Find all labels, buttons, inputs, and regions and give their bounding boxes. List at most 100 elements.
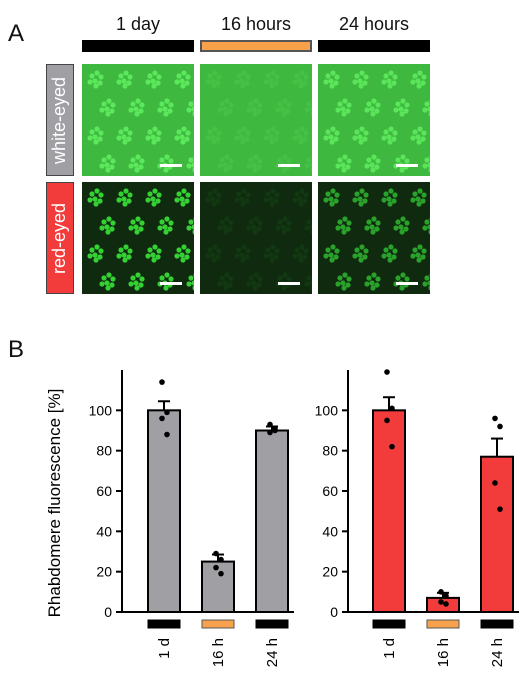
- rhabdomere-spot: [359, 188, 365, 194]
- rhabdomere-spot: [207, 73, 213, 79]
- rhabdomere-spot: [387, 139, 393, 145]
- rhabdomere-spot: [428, 285, 430, 291]
- rhabdomere-spot: [277, 219, 283, 225]
- rhabdomere-spot: [248, 101, 254, 107]
- rhabdomere-spot: [412, 129, 418, 135]
- rhabdomere-spot: [280, 224, 286, 230]
- rhabdomere-spot: [302, 80, 308, 86]
- rhabdomere-spot: [399, 167, 405, 173]
- rhabdomere-spot: [211, 83, 217, 89]
- rhabdomere-spot: [416, 139, 422, 145]
- y-tick-label: 0: [330, 604, 338, 620]
- rhabdomere-spot: [323, 197, 329, 203]
- condition-indicator: [147, 619, 181, 629]
- rhabdomere-spot: [306, 275, 312, 281]
- rhabdomere-spot: [128, 225, 134, 231]
- rhabdomere-spot: [244, 198, 250, 204]
- rhabdomere-spot: [345, 282, 351, 288]
- rhabdomere-spot: [297, 196, 303, 202]
- rhabdomere-spot: [134, 285, 140, 291]
- rhabdomere-spot: [292, 197, 298, 203]
- rhabdomere-spot: [400, 216, 406, 222]
- rhabdomere-spot: [273, 198, 279, 204]
- rhabdomere-spot: [354, 247, 360, 253]
- rhabdomere-spot: [309, 280, 312, 286]
- rhabdomere-spot: [167, 108, 173, 114]
- rhabdomere-spot: [239, 252, 245, 258]
- rhabdomere-spot: [164, 98, 170, 104]
- rhabdomere-spot: [212, 188, 218, 194]
- data-point: [213, 550, 219, 557]
- bar-1d: [372, 409, 406, 614]
- rhabdomere-spot: [410, 79, 416, 85]
- rhabdomere-spot: [185, 192, 191, 198]
- rhabdomere-spot: [105, 111, 111, 117]
- rhabdomere-spot: [358, 139, 364, 145]
- rhabdomere-spot: [256, 108, 262, 114]
- rhabdomere-spot: [410, 197, 416, 203]
- rhabdomere-spot: [371, 216, 377, 222]
- rhabdomere-spot: [417, 244, 423, 250]
- rhabdomere-spot: [180, 83, 186, 89]
- rhabdomere-spot: [138, 108, 144, 114]
- rhabdomere-spot: [328, 252, 334, 258]
- rhabdomere-spot: [151, 257, 157, 263]
- rhabdomere-spot: [133, 106, 139, 112]
- rhabdomere-spot: [87, 197, 93, 203]
- rhabdomere-spot: [228, 102, 234, 108]
- rhabdomere-spot: [302, 198, 308, 204]
- rhabdomere-spot: [118, 247, 124, 253]
- rhabdomere-spot: [228, 158, 234, 164]
- rhabdomere-spot: [415, 252, 421, 258]
- rhabdomere-spot: [311, 273, 312, 277]
- rhabdomere-spot: [364, 225, 370, 231]
- rhabdomere-spot: [152, 188, 158, 194]
- rhabdomere-spot: [346, 158, 352, 164]
- rhabdomere-spot: [303, 248, 309, 254]
- rhabdomere-spot: [383, 191, 389, 197]
- rhabdomere-spot: [184, 198, 190, 204]
- rhabdomere-spot: [151, 83, 157, 89]
- rhabdomere-spot: [268, 134, 274, 140]
- rhabdomere-spot: [329, 139, 335, 145]
- rhabdomere-spot: [371, 98, 377, 104]
- rhabdomere-spot: [185, 74, 191, 80]
- rhabdomere-spot: [127, 192, 133, 198]
- rhabdomere-spot: [186, 163, 192, 169]
- rhabdomere-spot: [381, 135, 387, 141]
- rhabdomere-spot: [424, 157, 430, 163]
- rhabdomere-spot: [135, 272, 141, 278]
- rhabdomere-spot: [392, 74, 398, 80]
- rhabdomere-spot: [415, 196, 421, 202]
- rhabdomere-spot: [104, 162, 110, 168]
- rhabdomere-spot: [252, 285, 258, 291]
- rhabdomere-spot: [210, 78, 216, 84]
- rhabdomere-spot: [145, 79, 151, 85]
- rhabdomere-spot: [395, 275, 401, 281]
- rhabdomere-spot: [424, 101, 430, 107]
- rhabdomere-spot: [252, 229, 258, 235]
- rhabdomere-spot: [207, 129, 213, 135]
- rhabdomere-spot: [101, 219, 107, 225]
- rhabdomere-spot: [404, 276, 410, 282]
- rhabdomere-spot: [297, 134, 303, 140]
- rhabdomere-spot: [145, 197, 151, 203]
- rhabdomere-spot: [128, 163, 134, 169]
- rhabdomere-spot: [188, 101, 194, 107]
- rhabdomere-spot: [265, 73, 271, 79]
- rhabdomere-spot: [352, 135, 358, 141]
- rhabdomere-spot: [392, 248, 398, 254]
- data-point: [492, 480, 498, 486]
- rhabdomere-spot: [110, 276, 116, 282]
- data-point: [389, 405, 395, 412]
- rhabdomere-spot: [424, 219, 430, 225]
- rhabdomere-spot: [212, 70, 218, 76]
- rhabdomere-spot: [240, 257, 246, 263]
- rhabdomere-spot: [159, 101, 165, 107]
- rhabdomere-spot: [217, 163, 223, 169]
- rhabdomere-spot: [335, 163, 341, 169]
- rhabdomere-spot: [337, 157, 343, 163]
- rhabdomere-spot: [391, 136, 397, 142]
- rhabdomere-spot: [253, 98, 259, 104]
- x-tick-label: 1 d: [156, 638, 173, 659]
